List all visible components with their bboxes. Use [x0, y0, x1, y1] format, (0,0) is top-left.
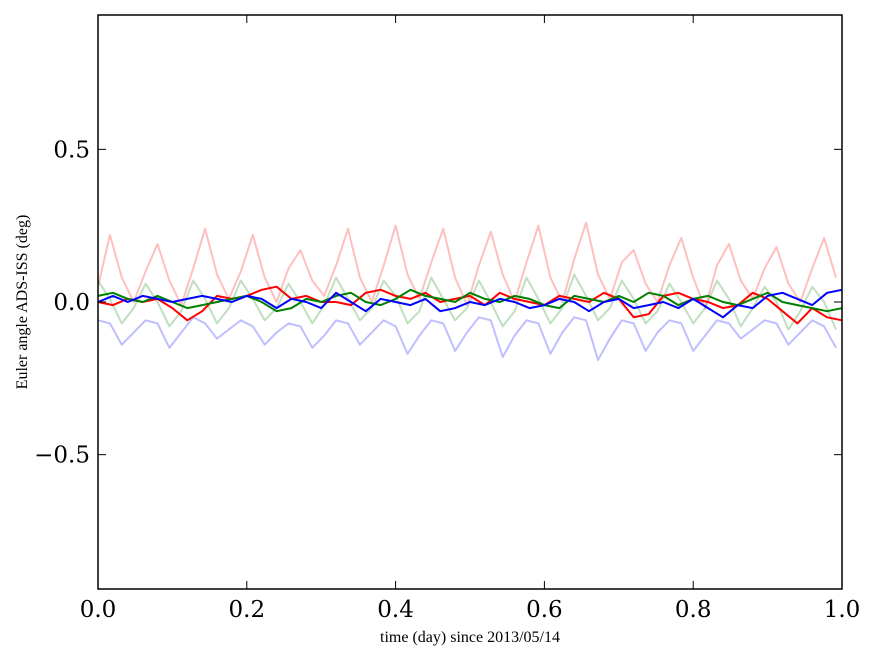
series-line-blue [97, 288, 843, 319]
series-line-red [97, 285, 843, 325]
y-tick-label: −0.5 [34, 443, 90, 469]
y-axis-label: Euler angle ADS-ISS (deg) [14, 215, 31, 390]
series-line-blue-faint [97, 316, 837, 361]
series-line-red-faint [97, 221, 837, 310]
x-tick-label: 1.0 [824, 597, 861, 623]
series-lines [97, 221, 843, 361]
x-axis-label: time (day) since 2013/05/14 [380, 629, 560, 646]
axis-ticks: 0.0 0.2 0.4 0.6 0.8 1.0 0.5 0.0 −0.5 [34, 15, 860, 623]
x-tick-label: 0.0 [80, 597, 117, 623]
y-tick-label: 0.5 [53, 137, 90, 163]
x-tick-label: 0.8 [675, 597, 712, 623]
series-line-green-faint [97, 273, 837, 331]
x-tick-label: 0.4 [377, 597, 414, 623]
x-tick-label: 0.6 [526, 597, 563, 623]
x-tick-label: 0.2 [229, 597, 266, 623]
series-line-green [97, 288, 843, 313]
y-tick-label: 0.0 [53, 290, 90, 316]
